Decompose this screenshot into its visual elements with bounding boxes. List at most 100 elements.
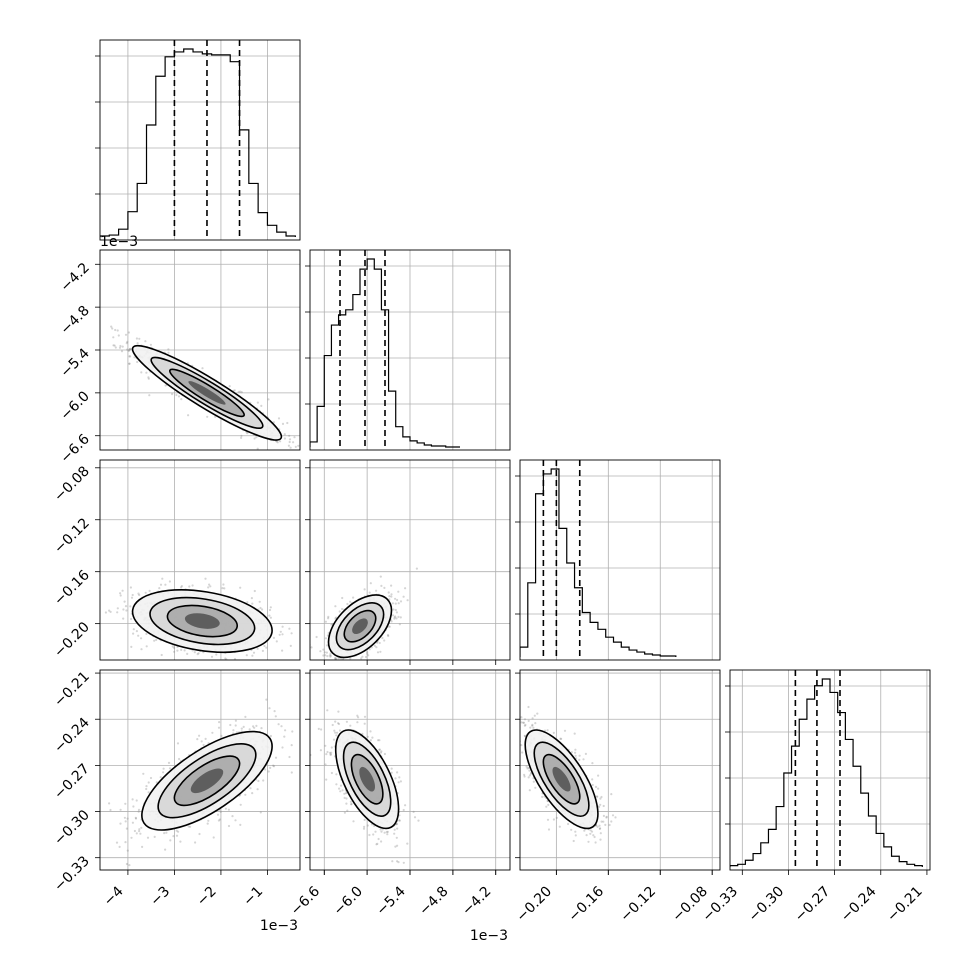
- scatter-point: [363, 825, 366, 828]
- scatter-point: [207, 586, 210, 589]
- scatter-point: [531, 717, 534, 720]
- scatter-point: [265, 698, 268, 701]
- scatter-point: [412, 810, 415, 814]
- scatter-point: [317, 727, 320, 731]
- scatter-point: [597, 787, 600, 790]
- scatter-point: [265, 646, 268, 649]
- scatter-point: [344, 792, 347, 795]
- scatter-point: [273, 710, 276, 713]
- scatter-point: [343, 661, 345, 663]
- scatter-point: [337, 710, 340, 713]
- scatter-point: [193, 651, 196, 654]
- scatter-point: [162, 771, 165, 774]
- scatter-point: [381, 636, 384, 640]
- scatter-point: [341, 789, 344, 792]
- scatter-point: [399, 780, 402, 783]
- scatter-point: [578, 754, 581, 757]
- scatter-point: [200, 740, 203, 743]
- scatter-point: [394, 777, 397, 780]
- scatter-point: [131, 821, 134, 824]
- scatter-point: [113, 344, 116, 347]
- scatter-point: [256, 447, 259, 450]
- scatter-point: [390, 584, 393, 587]
- scatter-point: [232, 729, 235, 732]
- scatter-point: [142, 772, 145, 775]
- scatter-point: [246, 432, 249, 435]
- scatter-point: [138, 337, 141, 340]
- scatter-point: [329, 753, 332, 756]
- scatter-point: [149, 343, 152, 346]
- scatter-point: [584, 752, 588, 756]
- scatter-point: [386, 633, 390, 637]
- scatter-point: [283, 433, 286, 436]
- scatter-point: [391, 614, 395, 617]
- scatter-point: [330, 751, 333, 754]
- scatter-point: [202, 743, 205, 747]
- scatter-point: [393, 617, 396, 620]
- scatter-point: [334, 657, 337, 660]
- scatter-point: [272, 764, 275, 767]
- scatter-point: [598, 824, 601, 827]
- scatter-point: [115, 841, 119, 844]
- scatter-point: [600, 795, 603, 799]
- scatter-point: [137, 634, 140, 637]
- scatter-point: [153, 639, 156, 642]
- scatter-point: [259, 811, 262, 814]
- scatter-point: [336, 731, 339, 734]
- scatter-point: [224, 657, 227, 660]
- scatter-point: [164, 848, 167, 851]
- scatter-point: [220, 734, 223, 738]
- scatter-point: [108, 802, 111, 805]
- scatter-point: [531, 723, 534, 727]
- scatter-point: [323, 651, 326, 654]
- scatter-point: [393, 828, 396, 831]
- histogram-panel-3: [725, 669, 931, 871]
- scatter-point: [130, 645, 133, 649]
- scatter-point: [123, 816, 126, 819]
- scatter-point: [164, 583, 167, 586]
- scatter-point: [187, 825, 190, 828]
- scatter-point: [599, 803, 602, 806]
- scatter-point: [369, 730, 372, 733]
- scatter-point: [379, 751, 382, 754]
- scatter-point: [196, 653, 199, 656]
- contour-level: [190, 768, 224, 794]
- scatter-point: [324, 763, 327, 766]
- scatter-point: [394, 597, 397, 600]
- scatter-point: [178, 757, 181, 761]
- scatter-point: [176, 742, 180, 745]
- scatter-point: [158, 587, 161, 590]
- scatter-point: [177, 830, 180, 833]
- scatter-point: [221, 587, 224, 590]
- scatter-point: [360, 657, 363, 660]
- scatter-point: [363, 715, 367, 718]
- scatter-point: [574, 754, 577, 758]
- scatter-point: [126, 348, 129, 351]
- scatter-point: [507, 732, 509, 734]
- scatter-point: [291, 730, 294, 733]
- scatter-point: [322, 654, 325, 657]
- scatter-point: [251, 602, 254, 605]
- scatter-point: [402, 861, 405, 864]
- scatter-point: [116, 611, 119, 614]
- scatter-point: [204, 737, 207, 741]
- scatter-point: [121, 345, 124, 348]
- scatter-point: [396, 598, 399, 602]
- scatter-point: [383, 752, 386, 756]
- scatter-point: [413, 816, 417, 819]
- scatter-point: [272, 765, 276, 768]
- scatter-point: [135, 799, 138, 802]
- scatter-point: [599, 797, 602, 800]
- scatter-point: [129, 347, 132, 350]
- scatter-point: [140, 826, 143, 829]
- scatter-point: [210, 655, 214, 658]
- density-panel-2-3: [507, 670, 720, 870]
- scatter-point: [325, 651, 328, 654]
- scatter-point: [246, 601, 249, 604]
- scatter-point: [204, 577, 207, 580]
- scatter-point: [272, 421, 275, 424]
- scatter-point: [338, 787, 341, 790]
- scatter-point: [118, 845, 121, 849]
- scatter-point: [128, 362, 131, 365]
